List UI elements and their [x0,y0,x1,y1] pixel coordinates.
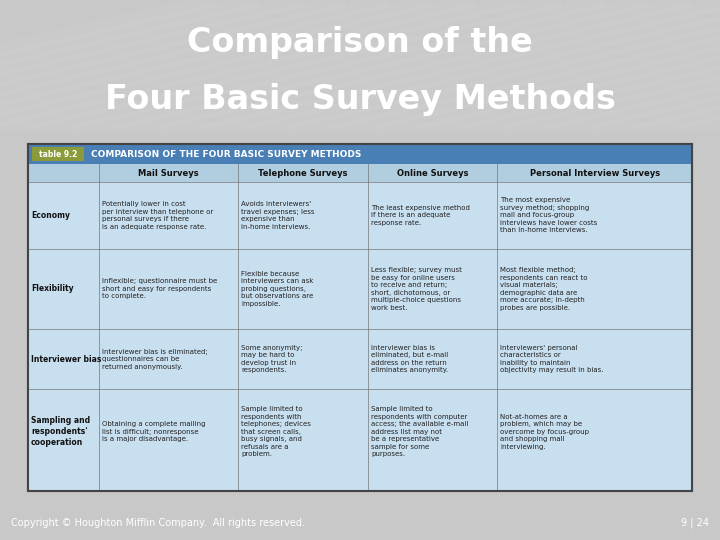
Text: Flexibility: Flexibility [31,285,73,293]
Text: Flexible because
interviewers can ask
probing questions,
but observations are
im: Flexible because interviewers can ask pr… [241,271,314,307]
Text: Most flexible method;
respondents can react to
visual materials;
demographic dat: Most flexible method; respondents can re… [500,267,588,310]
FancyBboxPatch shape [28,144,692,164]
Text: Copyright © Houghton Mifflin Company.  All rights reserved.: Copyright © Houghton Mifflin Company. Al… [11,517,305,528]
Text: The most expensive
survey method; shopping
mall and focus-group
interviews have : The most expensive survey method; shoppi… [500,198,598,233]
Text: Interviewer bias: Interviewer bias [31,355,102,363]
FancyBboxPatch shape [28,164,692,183]
Text: Inflexible; questionnaire must be
short and easy for respondents
to complete.: Inflexible; questionnaire must be short … [102,278,217,299]
Text: Personal Interview Surveys: Personal Interview Surveys [530,169,660,178]
Text: COMPARISON OF THE FOUR BASIC SURVEY METHODS: COMPARISON OF THE FOUR BASIC SURVEY METH… [91,150,361,159]
Text: Telephone Surveys: Telephone Surveys [258,169,348,178]
Text: Economy: Economy [31,211,70,220]
Text: Obtaining a complete mailing
list is difficult; nonresponse
is a major disadvant: Obtaining a complete mailing list is dif… [102,421,205,442]
Text: Potentially lower in cost
per interview than telephone or
personal surveys if th: Potentially lower in cost per interview … [102,201,213,229]
Text: Less flexible; survey must
be easy for online users
to receive and return;
short: Less flexible; survey must be easy for o… [371,267,462,310]
Text: Avoids interviewers'
travel expenses; less
expensive than
in-home interviews.: Avoids interviewers' travel expenses; le… [241,201,315,229]
Text: Comparison of the: Comparison of the [187,26,533,59]
Text: Sampling and
respondents'
cooperation: Sampling and respondents' cooperation [31,416,90,447]
Text: The least expensive method
if there is an adequate
response rate.: The least expensive method if there is a… [371,205,470,226]
Text: 9 | 24: 9 | 24 [681,517,709,528]
Text: Some anonymity;
may be hard to
develop trust in
respondents.: Some anonymity; may be hard to develop t… [241,345,303,373]
FancyBboxPatch shape [28,144,692,491]
Text: table 9.2: table 9.2 [39,150,77,159]
FancyBboxPatch shape [28,164,692,183]
FancyBboxPatch shape [32,147,84,161]
Text: Not-at-homes are a
problem, which may be
overcome by focus-group
and shopping ma: Not-at-homes are a problem, which may be… [500,414,590,450]
Text: Interviewer bias is
eliminated, but e-mail
address on the return
eliminates anon: Interviewer bias is eliminated, but e-ma… [371,345,449,373]
Text: Mail Surveys: Mail Surveys [138,169,199,178]
Text: Sample limited to
respondents with
telephones; devices
that screen calls,
busy s: Sample limited to respondents with telep… [241,406,311,457]
FancyBboxPatch shape [28,183,692,491]
Text: Online Surveys: Online Surveys [397,169,469,178]
Text: Interviewer bias is eliminated;
questionnaires can be
returned anonymously.: Interviewer bias is eliminated; question… [102,349,208,369]
Text: Four Basic Survey Methods: Four Basic Survey Methods [104,83,616,116]
Text: Interviewers' personal
characteristics or
inability to maintain
objectivity may : Interviewers' personal characteristics o… [500,345,604,373]
Text: Sample limited to
respondents with computer
access; the available e-mail
address: Sample limited to respondents with compu… [371,406,468,457]
